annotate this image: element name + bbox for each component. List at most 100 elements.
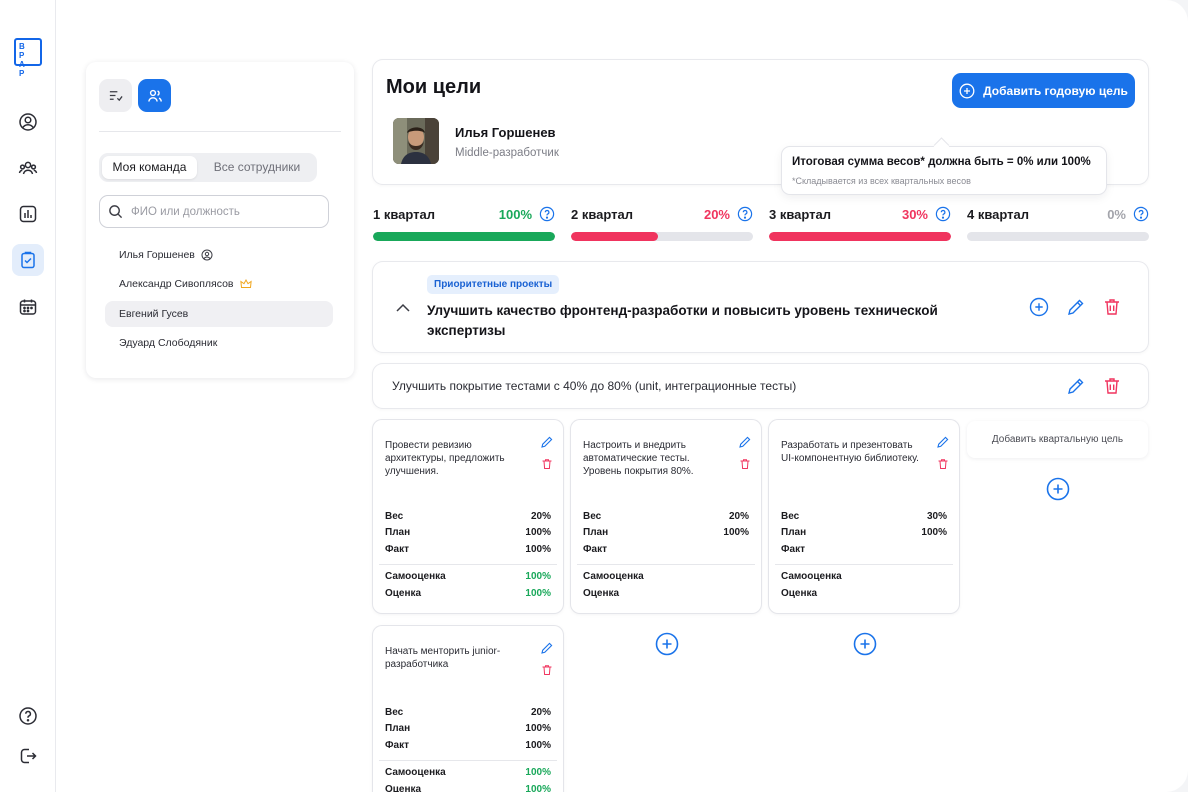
employee-item[interactable]: Эдуард Слободяник xyxy=(105,330,333,356)
sub-goal-card: Улучшить покрытие тестами с 40% до 80% (… xyxy=(373,364,1148,408)
plan-label: План xyxy=(385,527,411,538)
fact-label: Факт xyxy=(385,544,409,555)
tab-all-employees[interactable]: Все сотрудники xyxy=(213,160,301,174)
quarter-progress-fill xyxy=(373,232,555,241)
quarter-progress-track xyxy=(571,232,753,241)
add-circle-icon[interactable] xyxy=(1046,477,1070,501)
list-check-icon xyxy=(109,91,123,102)
weight-label: Вес xyxy=(385,707,404,718)
search-field xyxy=(99,195,329,228)
self-label: Самооценка xyxy=(781,571,842,582)
user-role: Middle-разработчик xyxy=(455,147,559,159)
employee-name: Эдуард Слободяник xyxy=(119,337,218,349)
quarter-percent: 30% xyxy=(901,207,928,222)
quarter-goal-card[interactable]: Провести ревизию архитектуры, предложить… xyxy=(373,420,563,613)
plan-row: План 100% xyxy=(781,527,947,541)
divider xyxy=(775,564,953,565)
add-circle-icon[interactable] xyxy=(1029,297,1049,317)
self-label: Самооценка xyxy=(583,571,644,582)
edit-icon[interactable] xyxy=(540,435,554,449)
grade-value: 100% xyxy=(525,588,551,599)
plus-circle-icon xyxy=(959,83,975,98)
quarter-progress-fill xyxy=(769,232,951,241)
quarter-goal-card[interactable]: Настроить и внедрить автоматические тест… xyxy=(571,420,761,613)
profile-icon[interactable] xyxy=(12,106,44,138)
quarter-goal-card[interactable]: Разработать и презентовать UI-компонентн… xyxy=(769,420,959,613)
goals-icon[interactable] xyxy=(12,244,44,276)
weight-row: Вес 20% xyxy=(385,707,551,721)
grade-row: Оценка 100% xyxy=(385,588,551,602)
quarter-name: 3 квартал xyxy=(769,207,832,222)
grade-label: Оценка xyxy=(781,588,818,599)
analytics-icon[interactable] xyxy=(12,198,44,230)
edit-icon[interactable] xyxy=(738,435,752,449)
delete-icon[interactable] xyxy=(937,458,949,470)
quarter-progress: 4 квартал 0% xyxy=(967,205,1149,243)
fact-row: Факт 100% xyxy=(385,544,551,558)
delete-icon[interactable] xyxy=(739,458,751,470)
edit-icon[interactable] xyxy=(936,435,950,449)
team-filter-tabs: Моя команда Все сотрудники xyxy=(99,153,317,182)
self-row: Самооценка xyxy=(781,571,947,585)
delete-icon[interactable] xyxy=(541,458,553,470)
weight-label: Вес xyxy=(583,511,602,522)
self-value: 100% xyxy=(525,767,551,778)
employee-item[interactable]: Александр Сивоплясов xyxy=(105,271,333,297)
quarter-percent: 0% xyxy=(1107,207,1126,222)
weight-value: 20% xyxy=(530,707,551,718)
annual-goal-card: Приоритетные проекты Улучшить качество ф… xyxy=(373,262,1148,352)
team-view-button[interactable] xyxy=(138,79,171,112)
avatar xyxy=(393,118,439,164)
plan-row: План 100% xyxy=(385,527,551,541)
chevron-up-icon[interactable] xyxy=(395,300,411,316)
employee-item[interactable]: Илья Горшенев xyxy=(105,242,333,268)
edit-icon[interactable] xyxy=(1066,297,1086,317)
quarter-name: 1 квартал xyxy=(373,207,436,222)
user-icon xyxy=(201,249,213,261)
plan-value: 100% xyxy=(525,527,551,538)
help-icon[interactable] xyxy=(12,700,44,732)
fact-value: 100% xyxy=(525,740,551,751)
crown-icon xyxy=(239,278,252,288)
help-icon[interactable] xyxy=(737,206,753,222)
add-annual-goal-button[interactable]: Добавить годовую цель xyxy=(952,73,1135,108)
edit-icon[interactable] xyxy=(540,641,554,655)
add-circle-icon[interactable] xyxy=(853,632,877,656)
divider xyxy=(379,760,557,761)
users-icon xyxy=(147,89,162,102)
team-icon[interactable] xyxy=(12,152,44,184)
quarter-progress: 2 квартал 20% xyxy=(571,205,753,243)
search-input[interactable] xyxy=(131,203,321,220)
list-view-button[interactable] xyxy=(99,79,132,112)
add-circle-icon[interactable] xyxy=(655,632,679,656)
grade-label: Оценка xyxy=(385,588,422,599)
sub-goal-title: Улучшить покрытие тестами с 40% до 80% (… xyxy=(392,379,797,393)
help-icon[interactable] xyxy=(935,206,951,222)
tooltip-subtitle: *Складывается из всех квартальных весов xyxy=(792,176,971,186)
priority-tag: Приоритетные проекты xyxy=(427,275,560,294)
fact-label: Факт xyxy=(385,740,409,751)
quarter-goal-text: Разработать и презентовать UI-компонентн… xyxy=(781,440,919,464)
tooltip-title: Итоговая сумма весов* должна быть = 0% и… xyxy=(792,156,1091,168)
user-name: Илья Горшенев xyxy=(455,125,556,140)
tab-my-team[interactable]: Моя команда xyxy=(102,156,197,179)
help-icon[interactable] xyxy=(539,206,555,222)
help-icon[interactable] xyxy=(1133,206,1149,222)
quarter-goal-card[interactable]: Начать менторить junior-разработчика Вес… xyxy=(373,626,563,792)
quarter-progress-track xyxy=(769,232,951,241)
weight-row: Вес 20% xyxy=(385,511,551,525)
add-quarter-goal-button[interactable]: Добавить квартальную цель xyxy=(967,421,1148,458)
calendar-icon[interactable] xyxy=(12,291,44,323)
delete-icon[interactable] xyxy=(541,664,553,676)
logout-icon[interactable] xyxy=(12,740,44,772)
delete-icon[interactable] xyxy=(1102,376,1122,396)
delete-icon[interactable] xyxy=(1102,297,1122,317)
employee-item-selected[interactable]: Евгений Гусев xyxy=(105,301,333,327)
quarter-percent: 20% xyxy=(703,207,730,222)
annual-goal-title: Улучшить качество фронтенд-разработки и … xyxy=(427,303,938,338)
edit-icon[interactable] xyxy=(1066,376,1086,396)
grade-value: 100% xyxy=(525,784,551,792)
